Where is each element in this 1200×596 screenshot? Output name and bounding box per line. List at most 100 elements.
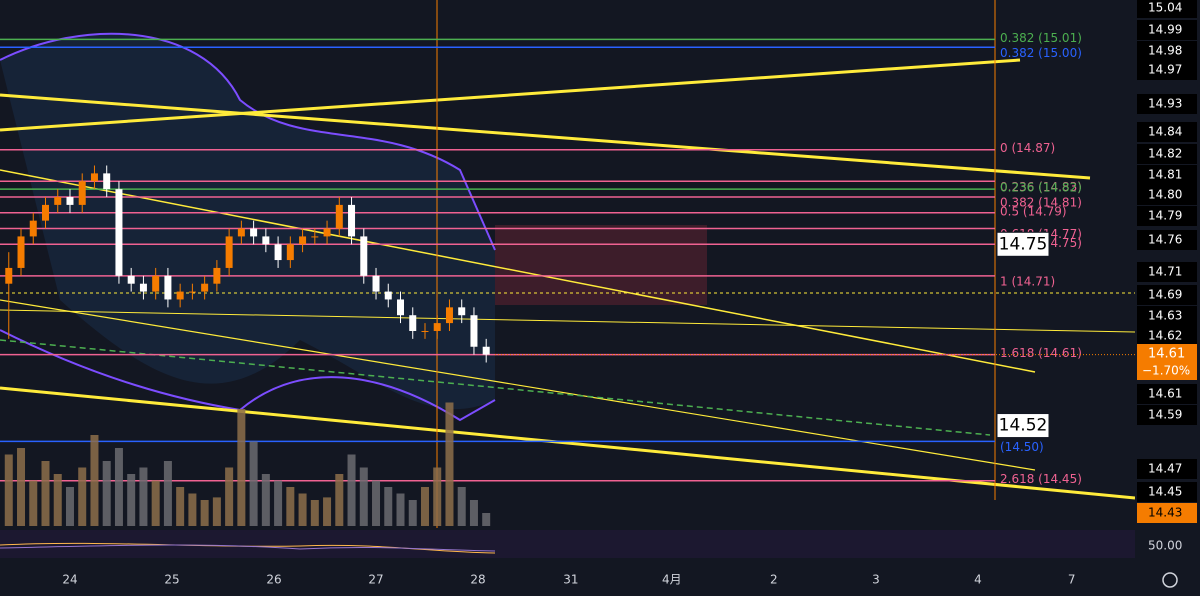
y-tick-label: 14.79 — [1148, 209, 1182, 223]
volume-bar — [298, 493, 307, 526]
axis-label-bg — [1137, 20, 1197, 40]
candle-body — [335, 204, 343, 229]
x-tick-label: 4月 — [662, 573, 682, 587]
candle-body — [5, 267, 13, 284]
candle-body — [348, 204, 356, 237]
y-tick-label: 14.97 — [1148, 63, 1182, 77]
x-tick-label: 25 — [164, 573, 179, 587]
volume-bar — [188, 493, 197, 526]
y-tick-label: 14.82 — [1148, 147, 1182, 161]
y-tick-label: 15.04 — [1148, 1, 1182, 15]
volume-bar — [286, 487, 295, 526]
fib-label: 0.236 (14.83) — [1000, 180, 1082, 194]
y-tick-label: 14.76 — [1148, 233, 1182, 247]
settings-button[interactable] — [1162, 572, 1178, 588]
oscillator-pane — [0, 530, 1135, 558]
volume-bar — [310, 500, 319, 526]
axis-label-bg — [1137, 285, 1197, 305]
fib-label: 0 (14.87) — [1000, 141, 1055, 155]
volume-bar — [53, 474, 62, 526]
candle-body — [458, 307, 466, 316]
axis-label-bg — [1137, 482, 1197, 502]
y-tick-label: 14.59 — [1148, 408, 1182, 422]
candle-body — [225, 236, 233, 268]
volume-bar — [457, 487, 466, 526]
y-tick-label: 14.62 — [1148, 329, 1182, 343]
volume-bar — [4, 454, 13, 526]
candle-body — [213, 267, 221, 284]
volume-bar — [249, 441, 258, 526]
axis-label-bg — [1137, 94, 1197, 114]
price-box — [996, 413, 1050, 439]
x-tick-label: 27 — [368, 573, 383, 587]
band — [0, 33, 495, 410]
volume-bar — [274, 480, 283, 526]
candle-body — [90, 173, 98, 182]
axis-label-bg — [1137, 459, 1197, 479]
axis-label-bg — [1137, 41, 1197, 61]
oscillator-line — [0, 544, 496, 552]
candle-body — [29, 220, 37, 237]
candle-body — [299, 236, 307, 245]
trend-line — [0, 93, 1091, 180]
volume-bar — [433, 467, 442, 526]
axis-label-bg — [1137, 0, 1197, 18]
candle-body — [188, 291, 196, 293]
x-tick-label: 4 — [974, 573, 982, 587]
band-upper — [0, 32, 496, 251]
candle-body — [103, 173, 111, 190]
candle-body — [127, 275, 135, 284]
fib-label: 0.382 (15.01) — [1000, 31, 1082, 45]
volume-bar — [225, 467, 234, 526]
volume-bar — [17, 448, 26, 526]
volume-bar — [335, 474, 344, 526]
axis-label-bg — [1137, 60, 1197, 80]
axis-label-bg — [1137, 144, 1197, 164]
fib-label: 0.382 (15.00) — [1000, 46, 1082, 60]
axis-label-bg — [1137, 384, 1197, 404]
fib-label: 1.618 (14.61) — [1000, 346, 1082, 360]
fib-label: 0.236 (14.82) — [1000, 181, 1082, 195]
y-tick-label: 14.45 — [1148, 485, 1182, 499]
fib-label: 0.382 (14.81) — [1000, 196, 1082, 210]
y-tick-label: 14.69 — [1148, 288, 1182, 302]
candle-body — [421, 330, 429, 332]
zone — [495, 225, 707, 305]
low-marker-box — [1137, 503, 1197, 523]
candle-body — [433, 323, 441, 331]
y-tick-label: 14.81 — [1148, 168, 1182, 182]
x-tick-label: 28 — [470, 573, 485, 587]
last-price: 14.61 — [1148, 347, 1185, 362]
y-tick-label: 14.93 — [1148, 97, 1182, 111]
price-box — [996, 231, 1050, 257]
volume-bar — [151, 480, 160, 526]
volume-bar — [420, 487, 429, 526]
volume-bar — [163, 461, 172, 526]
last-change: −1.70% — [1142, 364, 1190, 378]
y-tick-label: 14.99 — [1148, 23, 1182, 37]
fib-label: (14.50) — [1000, 440, 1044, 454]
candle-body — [482, 346, 490, 355]
candle-body — [164, 275, 172, 300]
axis-label-bg — [1137, 206, 1197, 226]
volume-bar — [139, 467, 148, 526]
candle-body — [262, 236, 270, 245]
volume-bar — [65, 487, 74, 526]
volume-bar — [127, 474, 136, 526]
y-tick-label: 14.71 — [1148, 265, 1182, 279]
axis-label-bg — [1137, 405, 1197, 425]
candle-body — [17, 236, 25, 268]
fib-label: 2.618 (14.45) — [1000, 472, 1082, 486]
volume-bar — [347, 454, 356, 526]
candle-body — [139, 283, 147, 292]
candle-body — [78, 181, 86, 205]
volume-bar — [78, 467, 87, 526]
volume-bar — [41, 461, 50, 526]
volume-bar — [323, 497, 332, 526]
candle-body — [176, 291, 184, 300]
x-tick-label: 7 — [1068, 573, 1076, 587]
x-tick-label: 3 — [872, 573, 880, 587]
candle-body — [372, 275, 380, 292]
